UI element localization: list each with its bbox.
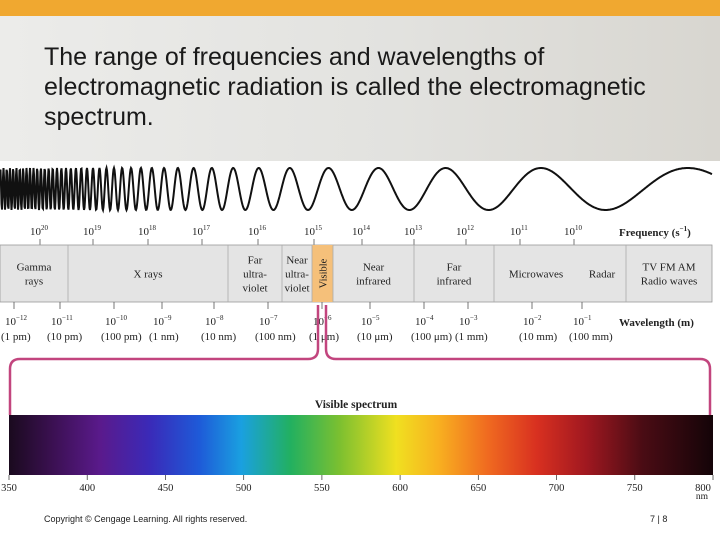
svg-text:Frequency (s−1): Frequency (s−1) (619, 225, 691, 239)
frequency-tick-label: 1017 (192, 224, 211, 238)
wavelength-tick-label: 10−5 (361, 314, 380, 328)
frequency-tick-label: 1019 (83, 224, 102, 238)
wavelength-unit-label: (1 pm) (1, 331, 31, 343)
frequency-tick-label: 1012 (456, 224, 475, 238)
wavelength-tick-label: 10−11 (51, 314, 73, 328)
region-label: Far infrared (437, 262, 472, 288)
footer (0, 500, 720, 540)
wavelength-unit-label: (100 μm) (411, 331, 452, 343)
wavelength-tick-label: 10−8 (205, 314, 224, 328)
wavelength-tick-label: 10−2 (523, 314, 542, 328)
em-spectrum-diagram: 1020 1019 1018 1017 1016 1015 1014 1013 1012 1011… (0, 164, 714, 500)
wavelength-unit-label: (100 mm) (569, 331, 613, 343)
slide-title: The range of frequencies and wavelengths… (44, 43, 646, 131)
visible-tick-label: 350 (1, 483, 17, 494)
wavelength-unit-label: (10 mm) (519, 331, 558, 343)
visible-tick-label: 800 (695, 483, 711, 494)
region-label: X rays (133, 269, 162, 281)
visible-tick-label: 550 (314, 483, 330, 494)
accent-bar (0, 0, 720, 16)
visible-spectrum-title: Visible spectrum (315, 399, 398, 411)
region-label: Microwaves (509, 269, 563, 281)
wavelength-tick-label: 10−10 (105, 314, 127, 328)
visible-tick-label: 400 (79, 483, 95, 494)
frequency-tick-label: 1014 (352, 224, 371, 238)
wavelength-label: Wavelength (m) (619, 317, 694, 329)
visible-bracket (8, 305, 712, 415)
visible-tick-label: 700 (549, 483, 565, 494)
wavelength-tick-label: 10−12 (5, 314, 27, 328)
copyright-text: Copyright © Cengage Learning. All rights… (44, 514, 248, 524)
wavelength-unit-label: (1 nm) (149, 331, 179, 343)
region-band (0, 244, 713, 303)
wavelength-unit-label: (10 nm) (201, 331, 236, 343)
wavelength-tick-label: 10−7 (259, 314, 278, 328)
region-label: Radar (589, 269, 616, 281)
visible-region-highlight (312, 245, 333, 302)
wavelength-unit-label: (1 mm) (455, 331, 488, 343)
visible-tick-label: 650 (470, 483, 486, 494)
wavelength-unit-label: (10 pm) (47, 331, 82, 343)
wavelength-unit-label: (10 μm) (357, 331, 393, 343)
wavelength-unit-label: (100 nm) (255, 331, 296, 343)
frequency-tick-label: 1015 (304, 224, 323, 238)
region-label: Far ultra-violet (242, 255, 267, 295)
title-area (0, 16, 720, 161)
region-label: Near infrared (356, 262, 391, 288)
visible-tick-label: 500 (236, 483, 252, 494)
wavelength-tick-label: 10−4 (415, 314, 434, 328)
visible-spectrum-bar (9, 415, 713, 475)
wave-curve (0, 164, 713, 214)
wavelength-tick-label: 10−9 (153, 314, 172, 328)
visible-tick-label: 600 (392, 483, 408, 494)
frequency-tick-label: 1013 (404, 224, 423, 238)
frequency-tick-label: 1020 (30, 224, 49, 238)
wavelength-unit-label: (100 pm) (101, 331, 142, 343)
wavelength-tick-label: 10−3 (459, 314, 478, 328)
visible-tick-label: 750 (627, 483, 643, 494)
frequency-label: Frequency (s−1) (619, 225, 691, 239)
page-number: 7 | 8 (650, 514, 668, 524)
region-label: Near ultra-violet (284, 255, 309, 295)
frequency-tick-label: 1018 (138, 224, 157, 238)
frequency-tick-label: 1016 (248, 224, 267, 238)
region-label: TV FM AM Radio waves (641, 262, 698, 288)
wavelength-tick-label: 10−6 (313, 314, 332, 328)
visible-unit: nm (696, 492, 709, 500)
wavelength-tick-label: 10−1 (573, 314, 592, 328)
frequency-tick-label: 1010 (564, 224, 583, 238)
visible-tick-label: 450 (158, 483, 174, 494)
region-label: Visible (319, 258, 330, 288)
wavelength-unit-label: (1 μm) (309, 331, 339, 343)
frequency-tick-label: 1011 (510, 224, 528, 238)
em-spectrum-figure: 1020 1019 1018 1017 1016 1015 1014 1013 1012 1011… (0, 161, 720, 500)
region-label: Gamma rays (17, 262, 52, 288)
